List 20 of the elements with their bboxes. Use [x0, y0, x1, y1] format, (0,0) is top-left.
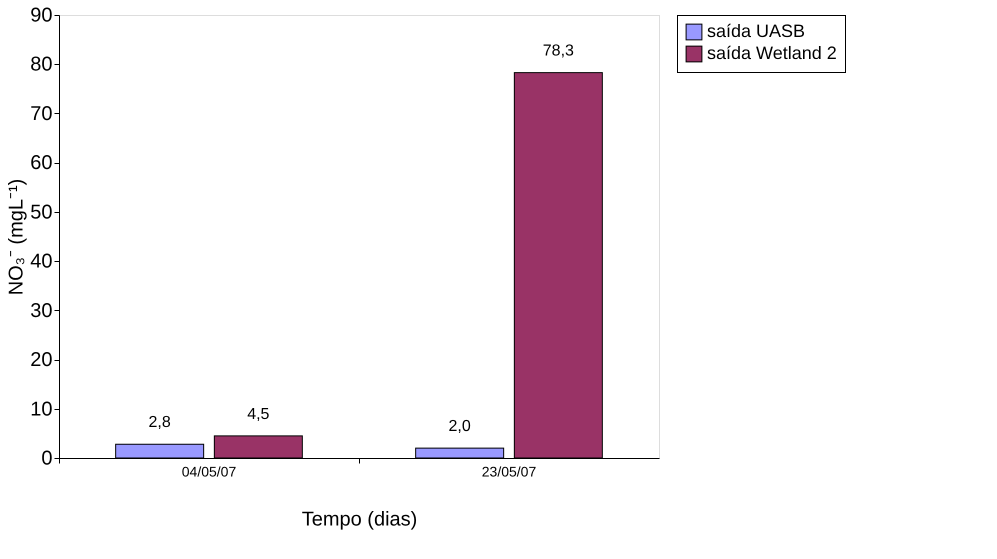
- x-axis-title: Tempo (dias): [302, 508, 418, 530]
- data-label: 2,0: [448, 418, 471, 436]
- data-label: 2,8: [148, 414, 171, 432]
- y-tick-label: 30: [30, 300, 52, 322]
- legend-label: saída Wetland 2: [707, 43, 837, 63]
- data-label: 4,5: [247, 406, 270, 423]
- y-tick-label: 70: [30, 102, 52, 125]
- y-tick-label: 0: [41, 448, 52, 470]
- y-tick-label: 80: [30, 54, 52, 76]
- y-tick-label: 60: [30, 152, 52, 174]
- y-tick-label: 40: [30, 250, 52, 273]
- x-tick-label: 23/05/07: [482, 464, 536, 480]
- legend-label: saída UASB: [707, 21, 806, 41]
- y-tick-label: 20: [30, 349, 52, 372]
- y-tick-label: 10: [30, 398, 52, 420]
- y-tick-label: 90: [30, 4, 52, 26]
- y-tick-label: 50: [30, 201, 52, 224]
- data-label: 78,3: [542, 42, 574, 60]
- y-axis-title: NO₃⁻ (mgL⁻¹): [5, 178, 28, 296]
- x-tick-label: 04/05/07: [182, 464, 236, 480]
